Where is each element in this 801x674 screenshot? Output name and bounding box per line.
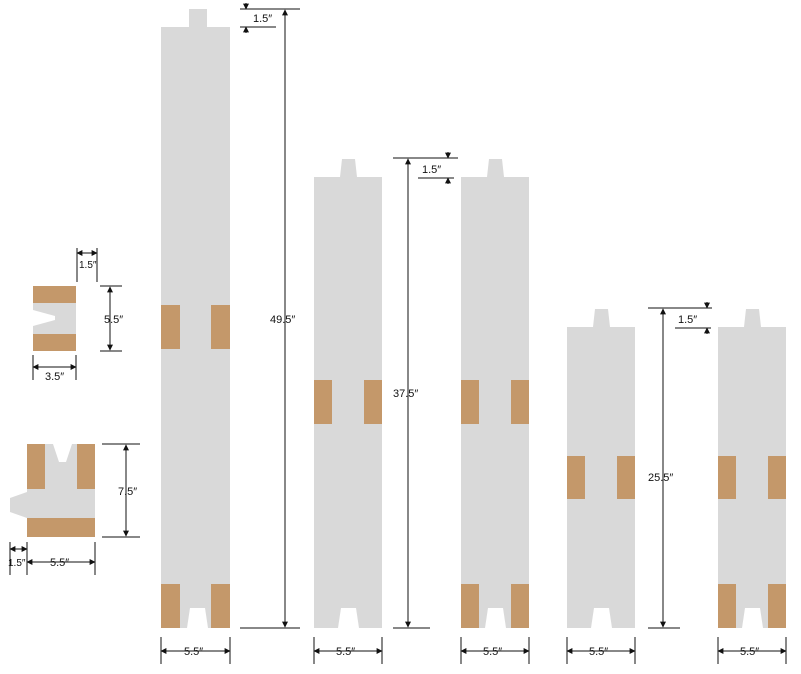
column-25-height-dimension: 25.5″ [648, 307, 712, 629]
column-1-tenon-dimension: 1.5″ [240, 3, 300, 33]
column-3-mid-block-right [511, 380, 529, 424]
column-3-mid-block-left [461, 380, 479, 424]
column-2-width-label: 5.5″ [336, 646, 355, 658]
small-joint-piece [33, 286, 76, 351]
bracket-left-post [27, 444, 45, 489]
bracket-tenon-label: 1.5″ [8, 558, 26, 569]
bracket-width-dimension: 5.5″ [26, 542, 96, 575]
column-37-5-a [314, 159, 382, 628]
column-1-width-dimension: 5.5″ [160, 637, 231, 664]
column-5-mid-block-left [718, 456, 736, 499]
column-3-width-dimension: 5.5″ [460, 637, 530, 664]
column-37-5-b [461, 159, 529, 628]
column-5-tenon-dimension: 1.5″ [675, 302, 711, 334]
bracket-tenon-dimension: 1.5″ [8, 542, 28, 575]
column-1-height-label: 49.5″ [270, 314, 295, 326]
column-2-mid-block-left [314, 380, 332, 424]
bracket-bottom-rail [27, 518, 95, 537]
column-49-5 [161, 9, 230, 628]
column-25-height-label: 25.5″ [648, 472, 673, 484]
small-width-dimension: 3.5″ [32, 355, 77, 383]
column-3-width-label: 5.5″ [483, 646, 502, 658]
small-tenon-dimension: 1.5″ [76, 248, 98, 282]
column-37-height-dimension: 37.5″ [393, 157, 458, 629]
column-5-foot-left [718, 584, 736, 628]
column-25-5-b [718, 309, 786, 628]
column-5-tenon-label: 1.5″ [678, 314, 697, 326]
column-4-mid-block-right [617, 456, 635, 499]
column-1-width-label: 5.5″ [184, 646, 203, 658]
column-3-body [461, 159, 529, 628]
bracket-right-post [77, 444, 95, 489]
column-1-foot-left [161, 584, 180, 628]
column-4-width-label: 5.5″ [589, 646, 608, 658]
bracket-tenon [10, 492, 27, 518]
column-1-mid-block-left [161, 305, 180, 349]
column-1-foot-right [211, 584, 230, 628]
column-4-body [567, 309, 635, 628]
small-height-label: 5.5″ [104, 314, 123, 326]
small-piece-tenon [33, 303, 76, 334]
small-piece-bottom-block [33, 334, 76, 351]
column-5-mid-block-right [768, 456, 786, 499]
small-width-label: 3.5″ [45, 371, 64, 383]
column-2-mid-block-right [364, 380, 382, 424]
column-1-body [161, 9, 230, 628]
column-3-tenon-label: 1.5″ [422, 164, 441, 176]
column-1-mid-block-right [211, 305, 230, 349]
column-2-width-dimension: 5.5″ [313, 637, 383, 664]
bracket-width-label: 5.5″ [50, 557, 69, 569]
column-5-width-label: 5.5″ [740, 646, 759, 658]
column-3-foot-right [511, 584, 529, 628]
column-5-width-dimension: 5.5″ [717, 637, 787, 664]
column-37-height-label: 37.5″ [393, 388, 418, 400]
small-tenon-label: 1.5″ [79, 260, 97, 271]
column-1-height-dimension: 49.5″ [240, 9, 300, 629]
column-3-foot-left [461, 584, 479, 628]
column-5-foot-right [768, 584, 786, 628]
column-2-body [314, 159, 382, 628]
small-height-dimension: 5.5″ [100, 285, 123, 352]
column-4-width-dimension: 5.5″ [566, 637, 636, 664]
bracket-height-dimension: 7.5″ [102, 443, 140, 538]
column-4-mid-block-left [567, 456, 585, 499]
small-piece-top-block [33, 286, 76, 303]
bracket-height-label: 7.5″ [118, 486, 137, 498]
column-1-tenon-label: 1.5″ [253, 13, 272, 25]
bracket-piece [10, 444, 95, 537]
column-3-tenon-dimension: 1.5″ [418, 152, 454, 184]
bracket-top-notch [53, 444, 72, 462]
column-25-5-a [567, 309, 635, 628]
column-5-body [718, 309, 786, 628]
